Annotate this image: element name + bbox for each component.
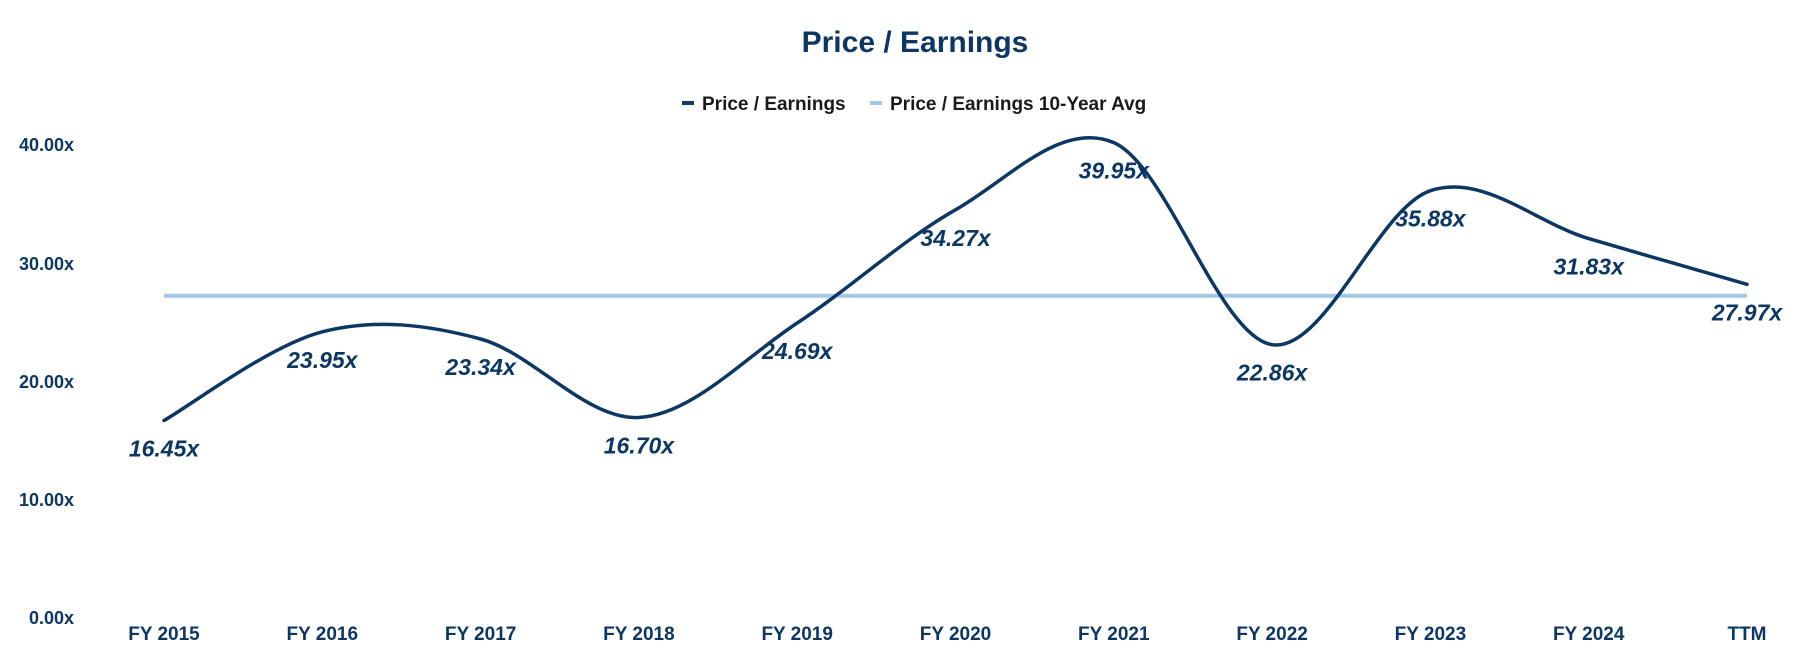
y-tick-label: 10.00x (19, 490, 74, 510)
y-tick-label: 40.00x (19, 135, 74, 155)
x-tick-label: FY 2018 (603, 624, 674, 645)
data-label: 39.95x (1079, 158, 1151, 184)
x-tick-label: FY 2023 (1395, 624, 1466, 645)
x-tick-label: FY 2015 (128, 624, 200, 645)
x-tick-label: FY 2024 (1553, 624, 1625, 645)
y-tick-label: 0.00x (29, 608, 74, 628)
legend-item-pe[interactable]: Price / Earnings (682, 94, 846, 115)
x-tick-label: FY 2017 (445, 624, 516, 645)
x-tick-label: FY 2016 (287, 624, 358, 645)
data-label: 24.69x (761, 338, 834, 364)
x-tick-label: FY 2022 (1236, 624, 1307, 645)
pe-line-group (162, 135, 1749, 423)
data-label: 23.95x (286, 347, 359, 373)
legend-item-avg[interactable]: Price / Earnings 10-Year Avg (870, 94, 1146, 115)
x-tick-label: FY 2019 (761, 624, 832, 645)
y-tick-label: 20.00x (19, 372, 74, 392)
legend-label-pe: Price / Earnings (702, 94, 846, 115)
legend: Price / Earnings Price / Earnings 10-Yea… (682, 94, 1146, 115)
data-label: 23.34x (444, 354, 517, 380)
data-label: 22.86x (1236, 360, 1309, 386)
data-label: 27.97x (1711, 299, 1784, 325)
data-labels: 16.45x 23.95x 23.34x 16.70x 24.69x 34.27x 39.9… (129, 158, 1784, 462)
legend-label-avg: Price / Earnings 10-Year Avg (890, 94, 1146, 115)
data-label: 34.27x (920, 225, 992, 251)
x-tick-label: TTM (1727, 624, 1766, 645)
y-tick-label: 30.00x (19, 254, 74, 274)
data-label: 16.45x (129, 435, 201, 461)
series-line-pe (162, 135, 1749, 423)
x-tick-label: FY 2020 (920, 624, 991, 645)
data-label: 16.70x (604, 433, 676, 459)
data-label: 35.88x (1395, 206, 1467, 232)
y-axis: 0.00x 10.00x 20.00x 30.00x 40.00x (19, 135, 74, 628)
data-label: 31.83x (1554, 254, 1626, 280)
x-tick-label: FY 2021 (1078, 624, 1150, 645)
chart-title: Price / Earnings (802, 26, 1029, 59)
x-axis: FY 2015 FY 2016 FY 2017 FY 2018 FY 2019 FY 20… (128, 624, 1766, 645)
